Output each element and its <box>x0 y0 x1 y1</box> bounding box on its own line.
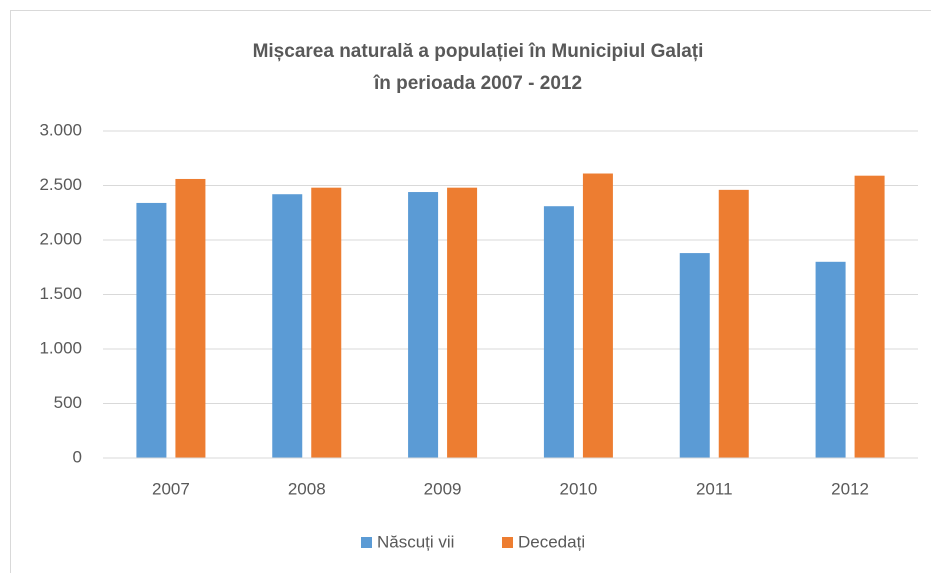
bar <box>136 202 167 458</box>
y-tick-label: 1.000 <box>39 338 82 357</box>
x-tick-label: 2009 <box>424 479 462 498</box>
bar <box>447 187 478 458</box>
bar <box>175 178 206 458</box>
bar <box>582 173 613 458</box>
y-tick-label: 2.500 <box>39 175 82 194</box>
bar <box>408 192 439 459</box>
bar <box>718 189 749 459</box>
legend-swatch <box>502 537 513 548</box>
x-tick-label: 2011 <box>696 479 733 498</box>
legend-label: Decedați <box>518 532 585 551</box>
y-tick-label: 500 <box>54 393 82 412</box>
legend-swatch <box>361 537 372 548</box>
chart-title: în perioada 2007 - 2012 <box>373 73 582 94</box>
y-tick-label: 1.500 <box>39 284 82 303</box>
x-tick-label: 2010 <box>560 479 598 498</box>
y-tick-label: 2.000 <box>39 229 82 248</box>
bar <box>272 194 303 458</box>
x-tick-label: 2012 <box>831 479 869 498</box>
bar <box>543 206 574 458</box>
bar <box>815 261 846 458</box>
x-tick-label: 2007 <box>152 479 190 498</box>
bar <box>679 253 710 458</box>
x-tick-label: 2008 <box>288 479 326 498</box>
bar <box>311 187 342 458</box>
chart-title: Mișcarea naturală a populației în Munici… <box>253 41 704 62</box>
y-tick-label: 3.000 <box>39 120 82 139</box>
bar <box>854 175 885 458</box>
y-tick-label: 0 <box>73 447 82 466</box>
legend-label: Născuți vii <box>377 532 454 551</box>
